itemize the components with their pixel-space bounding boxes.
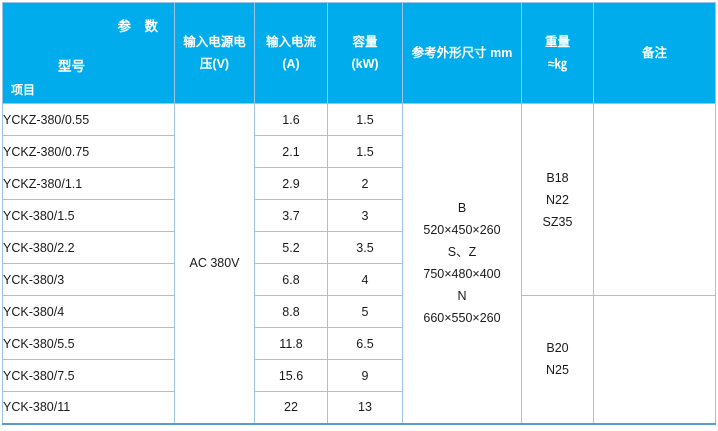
model-cell: YCK-380/11 xyxy=(2,391,175,424)
capacity-cell: 9 xyxy=(327,359,403,392)
weight-line: N25 xyxy=(546,363,569,378)
capacity-cell: 1.5 xyxy=(327,103,403,136)
remarks-group1-cell xyxy=(593,103,716,296)
current-cell: 15.6 xyxy=(254,359,328,392)
table-row: YCKZ-380/0.75 2.1 1.5 xyxy=(2,135,716,168)
header-input-voltage-line1: 输入电源电 xyxy=(183,35,246,49)
model-cell: YCK-380/5.5 xyxy=(2,327,175,360)
header-input-current: 输入电流 (A) xyxy=(254,2,328,104)
header-weight-line1: 重量 xyxy=(544,35,570,49)
header-input-current-line1: 输入电流 xyxy=(265,35,316,49)
dimensions-line: N xyxy=(457,289,467,304)
dimensions-line: 750×480×400 xyxy=(423,267,501,282)
dimensions-line: 660×550×260 xyxy=(423,311,501,326)
weight-line: B20 xyxy=(546,341,569,356)
header-capacity-line2: (kW) xyxy=(351,57,379,71)
header-model-label: 型号 xyxy=(58,59,85,74)
weight-line: B18 xyxy=(546,170,569,185)
model-cell: YCKZ-380/0.75 xyxy=(2,135,175,168)
table-row: YCKZ-380/1.1 2.9 2 xyxy=(2,167,716,200)
table-row: YCK-380/5.5 11.8 6.5 xyxy=(2,327,716,360)
capacity-cell: 3.5 xyxy=(327,231,403,264)
header-weight-line2: ≈㎏ xyxy=(547,57,568,71)
remarks-group2-cell xyxy=(593,295,716,424)
weight-line: N22 xyxy=(546,192,569,207)
voltage-span-cell: AC 380V xyxy=(174,103,255,424)
header-dimensions-line1: 参考外形尺寸 mm xyxy=(411,46,513,60)
model-cell: YCK-380/7.5 xyxy=(2,359,175,392)
header-input-current-line2: (A) xyxy=(282,57,300,71)
header-input-voltage: 输入电源电 压(V) xyxy=(174,2,255,104)
table-row: YCK-380/2.2 5.2 3.5 xyxy=(2,231,716,264)
model-cell: YCK-380/2.2 xyxy=(2,231,175,264)
capacity-cell: 6.5 xyxy=(327,327,403,360)
model-cell: YCK-380/1.5 xyxy=(2,199,175,232)
header-dimensions: 参考外形尺寸 mm xyxy=(402,2,522,104)
header-capacity-line1: 容量 xyxy=(352,35,378,49)
weight-line: SZ35 xyxy=(542,214,573,229)
model-cell: YCKZ-380/1.1 xyxy=(2,167,175,200)
header-params-label: 参 数 xyxy=(117,19,159,34)
capacity-cell: 2 xyxy=(327,167,403,200)
dimensions-line: 520×450×260 xyxy=(423,223,501,238)
current-cell: 5.2 xyxy=(254,231,328,264)
table-row: YCK-380/7.5 15.6 9 xyxy=(2,359,716,392)
header-weight: 重量 ≈㎏ xyxy=(521,2,594,104)
header-input-voltage-line2: 压(V) xyxy=(199,57,230,71)
header-row: 参 数 型号 项目 输入电源电 压(V) 输入电流 (A) 容量 (kW) 参考… xyxy=(2,2,716,104)
current-cell: 2.9 xyxy=(254,167,328,200)
table-row: YCK-380/4 8.8 5 B20 N25 xyxy=(2,295,716,424)
current-cell: 11.8 xyxy=(254,327,328,360)
header-corner-cell: 参 数 型号 项目 xyxy=(2,2,175,104)
model-cell: YCK-380/4 xyxy=(2,295,175,328)
header-capacity: 容量 (kW) xyxy=(327,2,403,104)
header-remarks-line1: 备注 xyxy=(641,46,667,60)
current-cell: 2.1 xyxy=(254,135,328,168)
table-row: YCKZ-380/0.55 AC 380V 1.6 1.5 B 520×450×… xyxy=(2,103,716,424)
capacity-cell: 4 xyxy=(327,263,403,296)
current-cell: 8.8 xyxy=(254,295,328,328)
current-cell: 1.6 xyxy=(254,103,328,136)
capacity-cell: 3 xyxy=(327,199,403,232)
weight-group2-cell: B20 N25 xyxy=(521,295,594,424)
capacity-cell: 1.5 xyxy=(327,135,403,168)
table-row: YCK-380/3 6.8 4 xyxy=(2,263,716,296)
model-cell: YCKZ-380/0.55 xyxy=(2,103,175,136)
dimensions-line: B xyxy=(457,201,467,216)
spec-table: 参 数 型号 项目 输入电源电 压(V) 输入电流 (A) 容量 (kW) 参考… xyxy=(2,2,716,425)
dimensions-line: S、Z xyxy=(447,245,477,260)
header-item-label: 项目 xyxy=(11,83,36,97)
dimensions-span-cell: B 520×450×260 S、Z 750×480×400 N 660×550×… xyxy=(402,103,522,424)
header-remarks: 备注 xyxy=(593,2,716,104)
model-cell: YCK-380/3 xyxy=(2,263,175,296)
capacity-cell: 5 xyxy=(327,295,403,328)
capacity-cell: 13 xyxy=(327,391,403,424)
weight-group1-cell: B18 N22 SZ35 xyxy=(521,103,594,296)
current-cell: 22 xyxy=(254,391,328,424)
current-cell: 6.8 xyxy=(254,263,328,296)
table-row: YCK-380/11 22 13 xyxy=(2,391,716,424)
current-cell: 3.7 xyxy=(254,199,328,232)
